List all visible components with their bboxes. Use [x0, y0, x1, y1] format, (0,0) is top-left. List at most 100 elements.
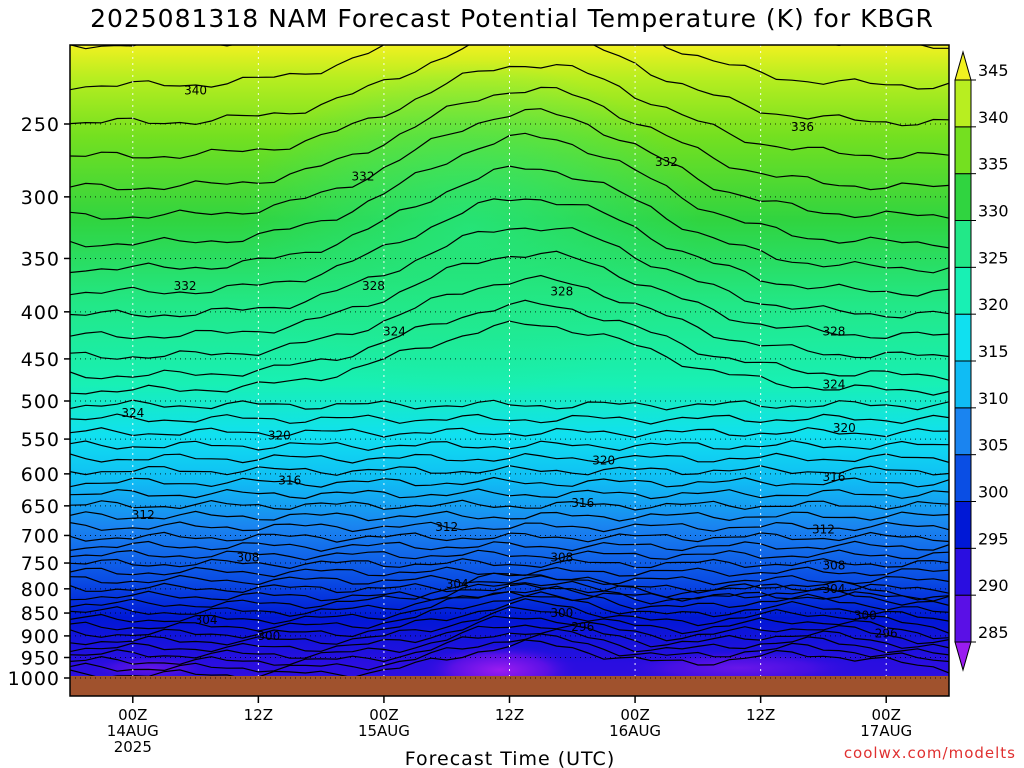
contour-label: 332: [174, 279, 197, 293]
colorbar-swatch: [954, 454, 972, 502]
colorbar-low-arrow: [954, 641, 972, 672]
x-tick-label: 16AUG: [609, 722, 661, 740]
colorbar-swatch: [954, 220, 972, 268]
contour-label: 328: [822, 324, 845, 338]
x-tick-label: 00Z: [118, 706, 147, 724]
y-tick-label: 600: [21, 464, 60, 486]
contour-line: [70, 45, 949, 50]
x-tick-label: 12Z: [244, 706, 273, 724]
contour-label: 296: [875, 627, 898, 641]
colorbar-label: 315: [978, 342, 1009, 361]
contour-label: 300: [550, 606, 573, 620]
contour-line: [70, 558, 949, 570]
colorbar-label: 300: [978, 483, 1009, 502]
x-tick-label: 12Z: [495, 706, 524, 724]
contour-label: 320: [268, 428, 291, 442]
contour-label: 332: [655, 155, 678, 169]
contour-line: [70, 615, 949, 653]
colorbar: 285 290 295 300 305 310 315 320 325 330 335 340 345: [954, 50, 1009, 672]
contour-line: [70, 591, 949, 632]
colorbar-label: 340: [978, 108, 1009, 127]
y-tick-label: 450: [21, 349, 60, 371]
contour-labels: 340 336 332 332 332 328 328 328 324 324 324 320 320 3…: [121, 84, 897, 643]
contour-line: [70, 531, 949, 543]
contour-label: 300: [257, 629, 280, 643]
contour-label: 324: [822, 378, 845, 392]
colorbar-swatch: [954, 407, 972, 456]
x-tick-label: 12Z: [746, 706, 775, 724]
credit-link[interactable]: coolwx.com/modelts: [843, 744, 1016, 762]
colorbar-high-arrow: [954, 50, 972, 81]
contour-line: [70, 108, 949, 220]
contour-label: 296: [571, 620, 594, 634]
contour-line: [70, 399, 949, 411]
contour-line: [70, 499, 949, 511]
contour-line: [70, 510, 949, 522]
x-axis-label: Forecast Time (UTC): [405, 748, 615, 768]
contour-line: [70, 580, 949, 617]
colorbar-swatch: [954, 173, 972, 222]
colorbar-label: 345: [978, 61, 1009, 80]
contour-line: [70, 606, 949, 646]
y-tick-label: 900: [21, 626, 60, 648]
contour-label: 312: [812, 523, 835, 537]
contour-label: 328: [550, 284, 573, 298]
colorbar-swatch: [954, 79, 972, 128]
y-tick-label: 950: [21, 648, 60, 670]
contour-line: [70, 198, 949, 297]
contour-label: 304: [822, 582, 845, 596]
contour-line: [70, 574, 949, 586]
contour-label: 324: [383, 324, 406, 338]
contour-line: [70, 633, 949, 673]
contour-label: 300: [854, 608, 877, 622]
x-tick-label: 00Z: [369, 706, 398, 724]
contour-line: [70, 274, 949, 360]
y-tick-label: 650: [21, 496, 60, 518]
y-tick-label: 350: [21, 248, 60, 270]
contour-label: 316: [822, 470, 845, 484]
contour-label: 312: [132, 508, 155, 522]
contour-line: [70, 63, 949, 160]
y-tick-label: 700: [21, 525, 60, 547]
colorbar-label: 295: [978, 529, 1009, 548]
y-axis: 2503003504004505005506006507007508008509…: [8, 114, 70, 690]
y-tick-label: 800: [21, 579, 60, 601]
cold-core-14aug: [90, 656, 210, 680]
contour-line: [70, 45, 949, 91]
contour-label: 308: [550, 551, 573, 565]
contour-label: 316: [571, 496, 594, 510]
y-tick-label: 250: [21, 114, 60, 136]
colorbar-swatch: [954, 266, 972, 315]
colorbar-label: 335: [978, 155, 1009, 174]
contour-label: 308: [822, 559, 845, 573]
y-tick-label: 300: [21, 187, 60, 209]
colorbar-swatch: [954, 594, 972, 643]
contour-label: 304: [446, 577, 469, 591]
contour-line: [70, 572, 949, 610]
x-tick-label: 00Z: [872, 706, 901, 724]
plot-area: 340 336 332 332 332 328 328 328 324 324 324 320 320 3…: [70, 45, 949, 696]
contour-label: 328: [362, 279, 385, 293]
contour-line: [70, 521, 949, 533]
y-tick-label: 1000: [8, 668, 60, 690]
colorbar-swatch: [954, 547, 972, 596]
contour-line: [70, 427, 949, 439]
y-tick-label: 750: [21, 553, 60, 575]
ground-surface: [70, 676, 949, 696]
contour-label: 324: [121, 406, 144, 420]
x-tick-label: 14AUG: [107, 722, 159, 740]
contour-label: 304: [195, 613, 218, 627]
colorbar-swatch: [954, 126, 972, 175]
contour-line: [70, 227, 949, 319]
contour-line: [70, 476, 949, 488]
contour-label: 312: [435, 520, 458, 534]
contour-label: 332: [352, 169, 375, 183]
colorbar-swatch: [954, 313, 972, 362]
y-tick-label: 500: [21, 391, 60, 413]
y-tick-label: 850: [21, 603, 60, 625]
contour-label: 320: [592, 453, 615, 467]
colorbar-label: 305: [978, 436, 1009, 455]
x-tick-label: 00Z: [620, 706, 649, 724]
